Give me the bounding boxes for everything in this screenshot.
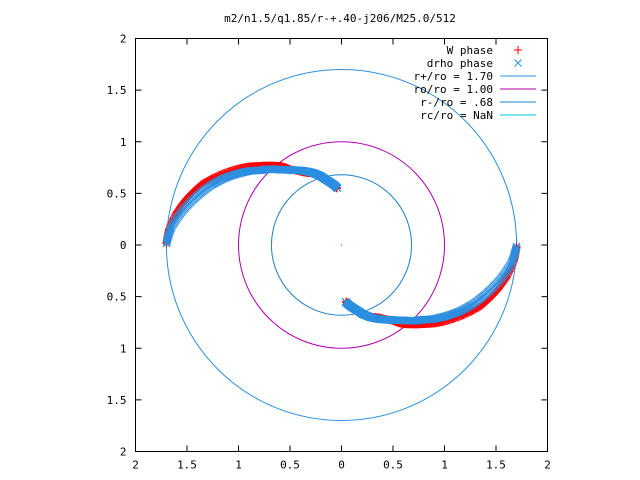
y-tick-label: 0.5 (107, 291, 127, 304)
data-point (508, 257, 516, 266)
reference-circles (165, 68, 518, 422)
x-tick-label: 0 (338, 459, 345, 472)
x-tick-label: 1 (235, 459, 242, 472)
data-point (514, 46, 522, 54)
legend-label: drho phase (427, 57, 493, 70)
chart-title: m2/n1.5/q1.85/r-+.40-j206/M25.0/512 (224, 12, 456, 25)
x-tick-label: 0.5 (280, 459, 300, 472)
y-tick-label: 2 (120, 33, 127, 46)
circle-mark (238, 141, 445, 349)
y-tick-label: 1.5 (107, 394, 127, 407)
data-point (333, 184, 342, 193)
legend-label: ro/ro = 1.00 (414, 83, 493, 96)
x-tick-label: 1 (441, 459, 448, 472)
x-tick-label: 0.5 (383, 459, 403, 472)
legend-label: W phase (447, 44, 493, 57)
y-tick-label: 1 (120, 136, 127, 149)
y-tick-label: 0.5 (107, 187, 127, 200)
legend-label: r+/ro = 1.70 (414, 70, 493, 83)
y-tick-label: 1.5 (107, 84, 127, 97)
y-tick-label: 1 (120, 342, 127, 355)
data-point (514, 59, 522, 67)
origin-dot (341, 244, 342, 246)
phase-points (162, 161, 521, 329)
legend-label: rc/ro = NaN (420, 109, 493, 122)
x-tick-label: 2 (132, 459, 139, 472)
data-point (167, 224, 175, 233)
x-tick-label: 2 (544, 459, 551, 472)
axis-ticks: 2 1.5 1 0.5 0 0.5 1 1.5 221.510.500.511.52 (107, 33, 551, 472)
data-point (341, 297, 350, 306)
circle-mark (270, 174, 413, 316)
y-tick-label: 0 (120, 239, 127, 252)
x-tick-label: 1.5 (486, 459, 506, 472)
x-tick-label: 1.5 (177, 459, 197, 472)
legend-label: r-/ro = .68 (420, 96, 493, 109)
y-tick-label: 2 (120, 446, 127, 459)
